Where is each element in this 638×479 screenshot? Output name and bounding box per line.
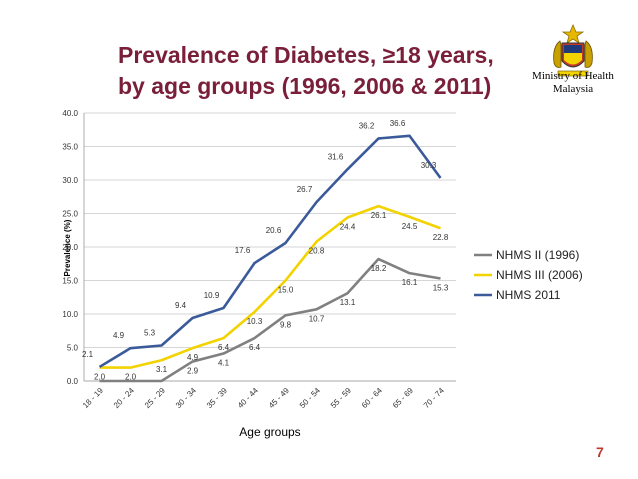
x-tick-label: 45 - 49 <box>267 386 291 410</box>
series-line-0 <box>99 257 441 383</box>
x-tick-label: 30 - 34 <box>174 386 198 410</box>
legend-label: NHMS II (1996) <box>496 248 579 262</box>
series-lines <box>98 134 442 383</box>
x-tick-label: 35 - 39 <box>205 386 229 410</box>
y-tick-label: 5.0 <box>67 344 79 353</box>
data-label: 36.2 <box>359 121 375 130</box>
malaysia-coat-of-arms-icon <box>553 23 593 77</box>
data-labels: 2.9 4.1 6.4 9.8 10.7 13.1 18.2 16.1 15.3 2.0 2.0 3.… <box>82 119 449 382</box>
x-tick-label: 55 - 59 <box>329 386 353 410</box>
data-label: 3.1 <box>156 365 168 374</box>
data-label: 36.6 <box>390 119 406 128</box>
data-label: 9.4 <box>175 301 187 310</box>
data-label: 30.3 <box>421 161 437 170</box>
data-label: 22.8 <box>433 233 449 242</box>
data-label: 2.9 <box>187 367 199 376</box>
data-label: 4.9 <box>113 331 125 340</box>
x-tick-label: 60 - 64 <box>360 386 384 410</box>
ministry-label: Ministry of Health Malaysia <box>518 70 628 96</box>
data-label: 17.6 <box>235 246 251 255</box>
x-axis-ticks: 18 - 19 20 - 24 25 - 29 30 - 34 35 - 39 40 - … <box>81 386 446 410</box>
data-label: 2.0 <box>94 373 106 382</box>
y-axis-ticks: 0.0 5.0 10.0 15.0 20.0 25.0 30.0 35.0 40.0 <box>62 109 78 386</box>
data-label: 4.9 <box>187 353 199 362</box>
data-label: 15.3 <box>433 283 449 292</box>
slide-title: Prevalence of Diabetes, ≥18 years, by ag… <box>118 40 518 102</box>
data-label: 10.7 <box>309 314 325 323</box>
y-tick-label: 10.0 <box>62 310 78 319</box>
title-line-2: by age groups (1996, 2006 & 2011) <box>118 73 492 99</box>
x-tick-label: 20 - 24 <box>112 386 136 410</box>
data-label: 18.2 <box>371 264 387 273</box>
legend-label: NHMS 2011 <box>496 288 561 302</box>
data-label: 6.4 <box>218 343 230 352</box>
y-tick-label: 25.0 <box>62 210 78 219</box>
data-label: 24.4 <box>340 223 356 232</box>
data-label: 20.6 <box>266 226 282 235</box>
legend: NHMS II (1996) NHMS III (2006) NHMS 2011 <box>474 248 583 302</box>
ministry-line-1: Ministry of Health <box>532 70 614 82</box>
data-label: 31.6 <box>328 152 344 161</box>
y-tick-label: 20.0 <box>62 243 78 252</box>
legend-label: NHMS III (2006) <box>496 268 583 282</box>
data-label: 13.1 <box>340 298 356 307</box>
data-label: 10.3 <box>247 317 263 326</box>
gridlines <box>83 112 456 382</box>
data-label: 5.3 <box>144 328 156 337</box>
series-line-1 <box>99 204 441 369</box>
y-tick-label: 30.0 <box>62 176 78 185</box>
data-label: 16.1 <box>402 278 418 287</box>
y-tick-label: 0.0 <box>67 377 79 386</box>
data-label: 2.0 <box>125 373 137 382</box>
data-label: 20.8 <box>309 247 325 256</box>
data-label: 6.4 <box>249 343 261 352</box>
series-line-2 <box>98 134 442 369</box>
data-label: 10.9 <box>204 291 220 300</box>
y-tick-label: 40.0 <box>62 109 78 118</box>
x-tick-label: 50 - 54 <box>298 386 322 410</box>
data-label: 26.1 <box>371 211 387 220</box>
x-axis-title: Age groups <box>239 425 300 439</box>
data-label: 15.0 <box>278 286 294 295</box>
page-number: 7 <box>596 444 604 460</box>
x-tick-label: 18 - 19 <box>81 386 105 410</box>
x-tick-label: 70 - 74 <box>422 386 446 410</box>
y-tick-label: 15.0 <box>62 277 78 286</box>
data-label: 26.7 <box>297 185 313 194</box>
ministry-line-2: Malaysia <box>552 83 594 95</box>
title-line-1: Prevalence of Diabetes, ≥18 years, <box>118 42 494 68</box>
x-tick-label: 25 - 29 <box>143 386 167 410</box>
data-label: 4.1 <box>218 359 230 368</box>
y-tick-label: 35.0 <box>62 143 78 152</box>
y-axis-title: Prevalence (%) <box>63 219 72 276</box>
data-label: 24.5 <box>402 222 418 231</box>
data-label: 2.1 <box>82 350 94 359</box>
x-tick-label: 65 - 69 <box>391 386 415 410</box>
data-label: 9.8 <box>280 320 292 329</box>
x-tick-label: 40 - 44 <box>236 386 260 410</box>
